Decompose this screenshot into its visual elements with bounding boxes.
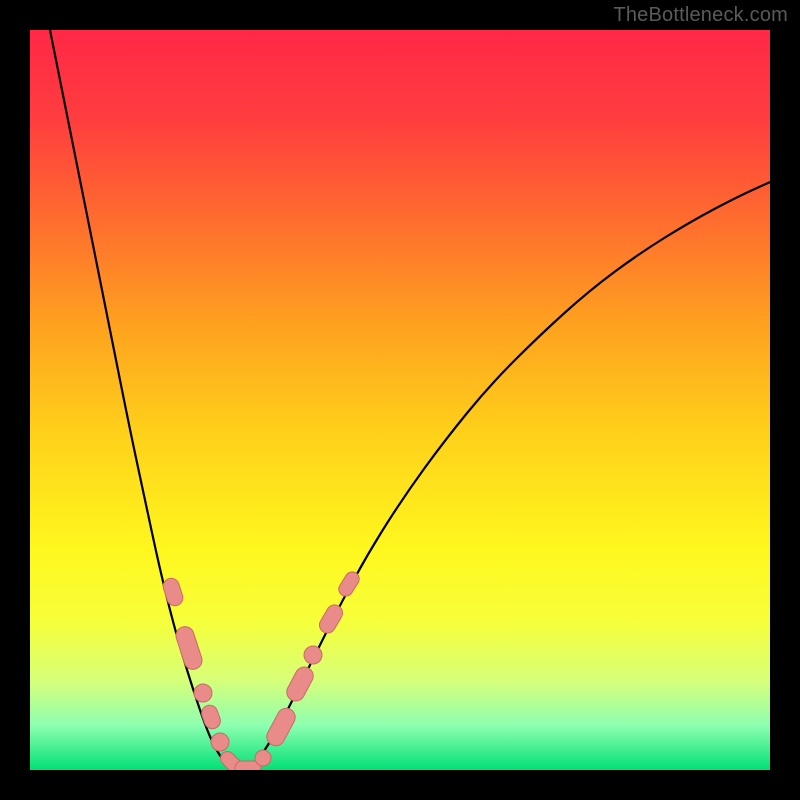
data-marker xyxy=(304,646,322,664)
marker-group xyxy=(161,569,362,770)
data-marker xyxy=(317,602,346,636)
data-marker xyxy=(161,576,185,608)
data-marker xyxy=(255,750,271,766)
data-marker xyxy=(199,703,222,731)
curve-layer xyxy=(30,30,770,770)
watermark-text: TheBottleneck.com xyxy=(613,4,788,27)
data-marker xyxy=(194,684,212,702)
data-marker xyxy=(284,664,317,704)
bottleneck-curve xyxy=(50,30,770,768)
data-marker xyxy=(174,624,205,671)
data-marker xyxy=(211,733,229,751)
data-marker xyxy=(264,705,299,749)
chart-frame: TheBottleneck.com xyxy=(0,0,800,800)
plot-area xyxy=(30,30,770,770)
